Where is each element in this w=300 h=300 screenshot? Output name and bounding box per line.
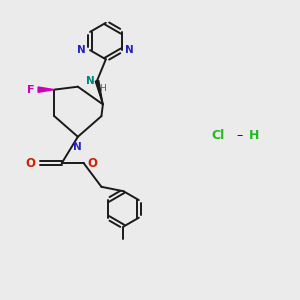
Text: F: F — [27, 85, 34, 94]
Text: N: N — [125, 45, 134, 55]
Text: –: – — [237, 129, 243, 142]
Text: H: H — [249, 129, 260, 142]
Text: Cl: Cl — [211, 129, 224, 142]
Text: O: O — [88, 157, 98, 170]
Text: N: N — [86, 76, 94, 86]
Text: O: O — [26, 157, 36, 170]
Polygon shape — [95, 80, 103, 104]
Text: N: N — [74, 142, 82, 152]
Text: H: H — [99, 84, 106, 93]
Text: N: N — [77, 45, 86, 55]
Polygon shape — [38, 87, 54, 92]
